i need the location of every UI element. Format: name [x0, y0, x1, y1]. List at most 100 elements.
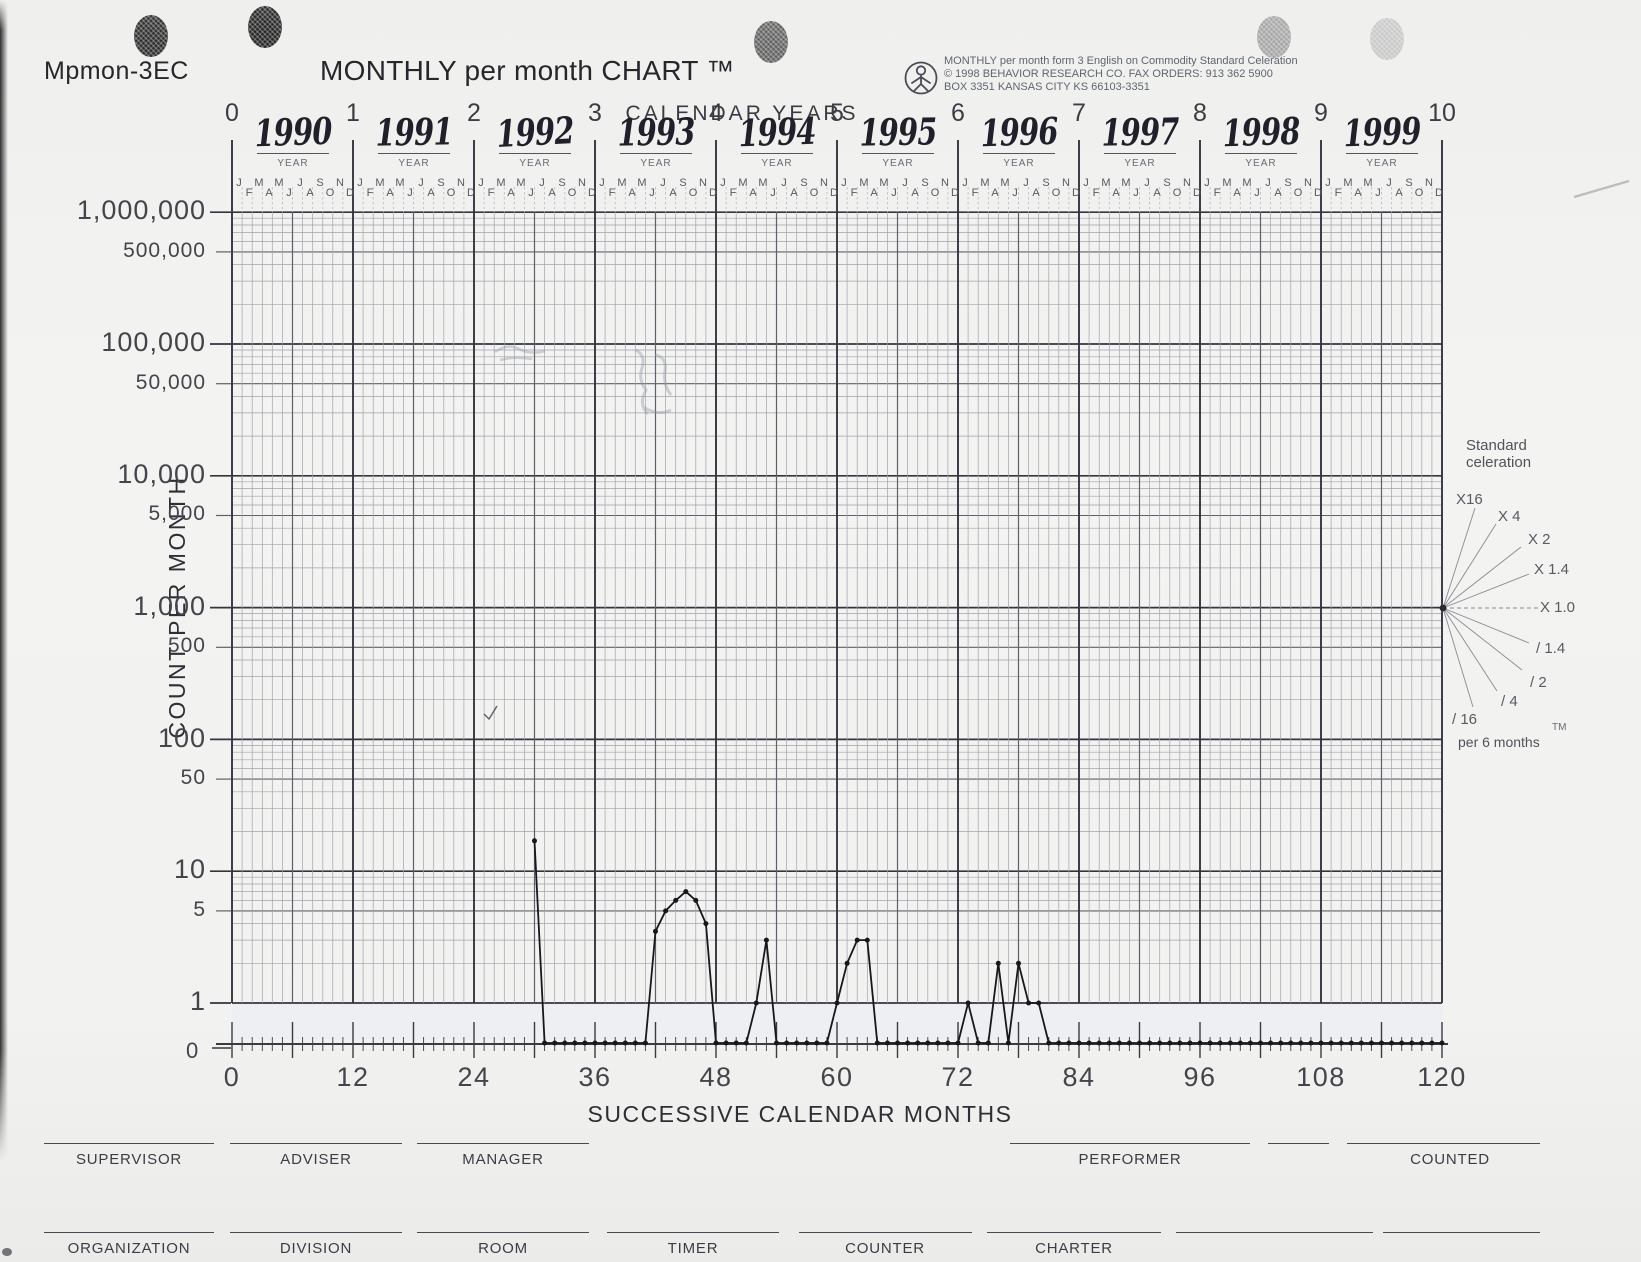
year-field-line	[378, 153, 450, 154]
month-letter: N	[457, 177, 465, 189]
form-field-line	[417, 1232, 589, 1233]
x-axis-label-24: 24	[457, 1062, 491, 1092]
handwritten-year-1997: 1997	[1101, 109, 1179, 155]
form-field-line	[44, 1143, 214, 1144]
month-letter: O	[809, 187, 819, 199]
month-letter: M	[1363, 177, 1373, 189]
month-letter: J	[1254, 187, 1260, 199]
handwritten-year-1992: 1992	[495, 108, 575, 156]
month-letter: M	[254, 177, 264, 189]
month-letter: A	[790, 187, 798, 199]
form-code: Mpmon-3EC	[44, 57, 189, 85]
month-letter: O	[567, 187, 577, 199]
fan-label-X16: X16	[1456, 491, 1483, 508]
fan-label-X1.4: X 1.4	[1534, 561, 1570, 578]
fan-label-/2: / 2	[1530, 674, 1547, 691]
month-letter: A	[669, 187, 677, 199]
month-letter: M	[1101, 177, 1111, 189]
publisher-line-2: © 1998 BEHAVIOR RESEARCH CO. FAX ORDERS:…	[944, 68, 1273, 80]
month-letter: N	[336, 177, 344, 189]
year-number-10: 10	[1428, 99, 1456, 127]
month-letter: O	[930, 187, 940, 199]
month-letter: S	[1163, 177, 1171, 189]
year-number-4: 4	[709, 99, 723, 127]
month-letter: O	[1414, 187, 1424, 199]
form-field-line	[607, 1232, 779, 1233]
month-letter: M	[637, 177, 647, 189]
fan-label-/4: / 4	[1501, 693, 1518, 710]
month-letter: F	[729, 187, 737, 199]
year-field-line	[499, 153, 571, 154]
x-axis-label-120: 120	[1417, 1062, 1467, 1092]
month-letter: J	[1144, 177, 1150, 189]
year-number-0: 0	[225, 99, 239, 127]
month-letter: M	[1343, 177, 1353, 189]
handwritten-year-1995: 1995	[859, 109, 937, 155]
month-letter: M	[516, 177, 526, 189]
x-axis-label-60: 60	[820, 1062, 854, 1092]
month-letter: M	[859, 177, 869, 189]
form-field-label-room: ROOM	[478, 1240, 528, 1257]
year-field-label: YEAR	[1124, 158, 1156, 169]
year-number-9: 9	[1314, 99, 1328, 127]
month-letter: J	[407, 187, 413, 199]
form-field-label-adviser: ADVISER	[280, 1151, 352, 1168]
year-number-1: 1	[346, 99, 360, 127]
form-field-line	[230, 1232, 402, 1233]
month-letter: A	[1112, 187, 1120, 199]
form-field-line	[1176, 1232, 1373, 1233]
month-letter: A	[306, 187, 314, 199]
fan-tm-mark: TM	[1552, 722, 1567, 733]
fan-label-/16: / 16	[1452, 711, 1478, 728]
y-axis-label-10000: 10,000	[117, 459, 206, 489]
month-letter: J	[720, 177, 726, 189]
month-letter: A	[628, 187, 636, 199]
month-letter: J	[902, 177, 908, 189]
handwritten-year-1993: 1993	[617, 109, 695, 155]
month-letter: D	[1435, 187, 1443, 199]
fan-label-X1.0: X 1.0	[1540, 599, 1576, 616]
month-letter: S	[437, 177, 445, 189]
month-letter: D	[709, 187, 717, 199]
scan-hole-mark	[134, 15, 168, 57]
year-field-label: YEAR	[1366, 158, 1398, 169]
month-letter: J	[891, 187, 897, 199]
year-field-label: YEAR	[761, 158, 793, 169]
month-letter: A	[870, 187, 878, 199]
scan-edge-shadow	[0, 0, 8, 1170]
month-letter: M	[375, 177, 385, 189]
year-field-line	[1225, 153, 1297, 154]
month-letter: A	[1032, 187, 1040, 199]
x-axis-label-96: 96	[1183, 1062, 1217, 1092]
form-field-label-manager: MANAGER	[462, 1151, 544, 1168]
month-letter: M	[980, 177, 990, 189]
month-letter: J	[1265, 177, 1271, 189]
month-letter: M	[1121, 177, 1131, 189]
month-letter: J	[781, 177, 787, 189]
month-letter: A	[507, 187, 515, 199]
month-letter: O	[446, 187, 456, 199]
month-letter: J	[649, 187, 655, 199]
month-letter: N	[1425, 177, 1433, 189]
fan-footer: per 6 months	[1458, 734, 1540, 750]
month-letter: J	[1375, 187, 1381, 199]
month-letter: N	[1304, 177, 1312, 189]
x-axis-label-0: 0	[223, 1062, 241, 1092]
form-field-label-counter: COUNTER	[845, 1240, 925, 1257]
year-field-line	[862, 153, 934, 154]
x-axis-label-12: 12	[336, 1062, 370, 1092]
x-axis-label-48: 48	[699, 1062, 733, 1092]
scan-corner-mark	[2, 1248, 12, 1256]
month-letter: F	[1213, 187, 1221, 199]
month-letter: S	[921, 177, 929, 189]
handwritten-year-1998: 1998	[1221, 108, 1301, 156]
month-letter: N	[578, 177, 586, 189]
month-letter: A	[1395, 187, 1403, 199]
handwritten-year-1996: 1996	[979, 108, 1059, 156]
fan-label-/1.4: / 1.4	[1536, 640, 1566, 657]
y-axis-label-zero: 0	[186, 1038, 199, 1063]
month-letter: J	[236, 177, 242, 189]
month-letter: N	[1183, 177, 1191, 189]
handwritten-year-1994: 1994	[737, 108, 817, 156]
month-letter: A	[991, 187, 999, 199]
